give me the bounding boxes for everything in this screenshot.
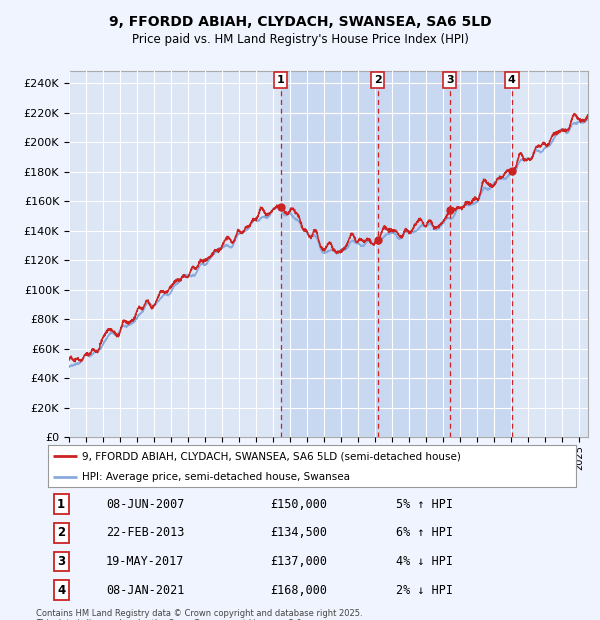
Text: HPI: Average price, semi-detached house, Swansea: HPI: Average price, semi-detached house,…	[82, 472, 350, 482]
Text: 4: 4	[57, 583, 65, 596]
Text: 1: 1	[277, 75, 284, 85]
Text: £134,500: £134,500	[270, 526, 327, 539]
Text: 19-MAY-2017: 19-MAY-2017	[106, 555, 184, 568]
Text: 6% ↑ HPI: 6% ↑ HPI	[397, 526, 454, 539]
Text: 08-JAN-2021: 08-JAN-2021	[106, 583, 184, 596]
Text: 9, FFORDD ABIAH, CLYDACH, SWANSEA, SA6 5LD: 9, FFORDD ABIAH, CLYDACH, SWANSEA, SA6 5…	[109, 16, 491, 30]
Text: 08-JUN-2007: 08-JUN-2007	[106, 498, 184, 511]
Text: 2% ↓ HPI: 2% ↓ HPI	[397, 583, 454, 596]
Text: 4: 4	[508, 75, 516, 85]
Text: 3: 3	[57, 555, 65, 568]
Text: 9, FFORDD ABIAH, CLYDACH, SWANSEA, SA6 5LD (semi-detached house): 9, FFORDD ABIAH, CLYDACH, SWANSEA, SA6 5…	[82, 451, 461, 461]
Bar	[281, 71, 512, 437]
Text: £150,000: £150,000	[270, 498, 327, 511]
Text: Contains HM Land Registry data © Crown copyright and database right 2025.
This d: Contains HM Land Registry data © Crown c…	[36, 609, 362, 620]
Text: 2: 2	[57, 526, 65, 539]
Text: 1: 1	[57, 498, 65, 511]
Text: 3: 3	[446, 75, 454, 85]
Text: 4% ↓ HPI: 4% ↓ HPI	[397, 555, 454, 568]
Text: 2: 2	[374, 75, 382, 85]
Text: 5% ↑ HPI: 5% ↑ HPI	[397, 498, 454, 511]
Text: £168,000: £168,000	[270, 583, 327, 596]
Text: £137,000: £137,000	[270, 555, 327, 568]
Text: Price paid vs. HM Land Registry's House Price Index (HPI): Price paid vs. HM Land Registry's House …	[131, 33, 469, 46]
Text: 22-FEB-2013: 22-FEB-2013	[106, 526, 184, 539]
